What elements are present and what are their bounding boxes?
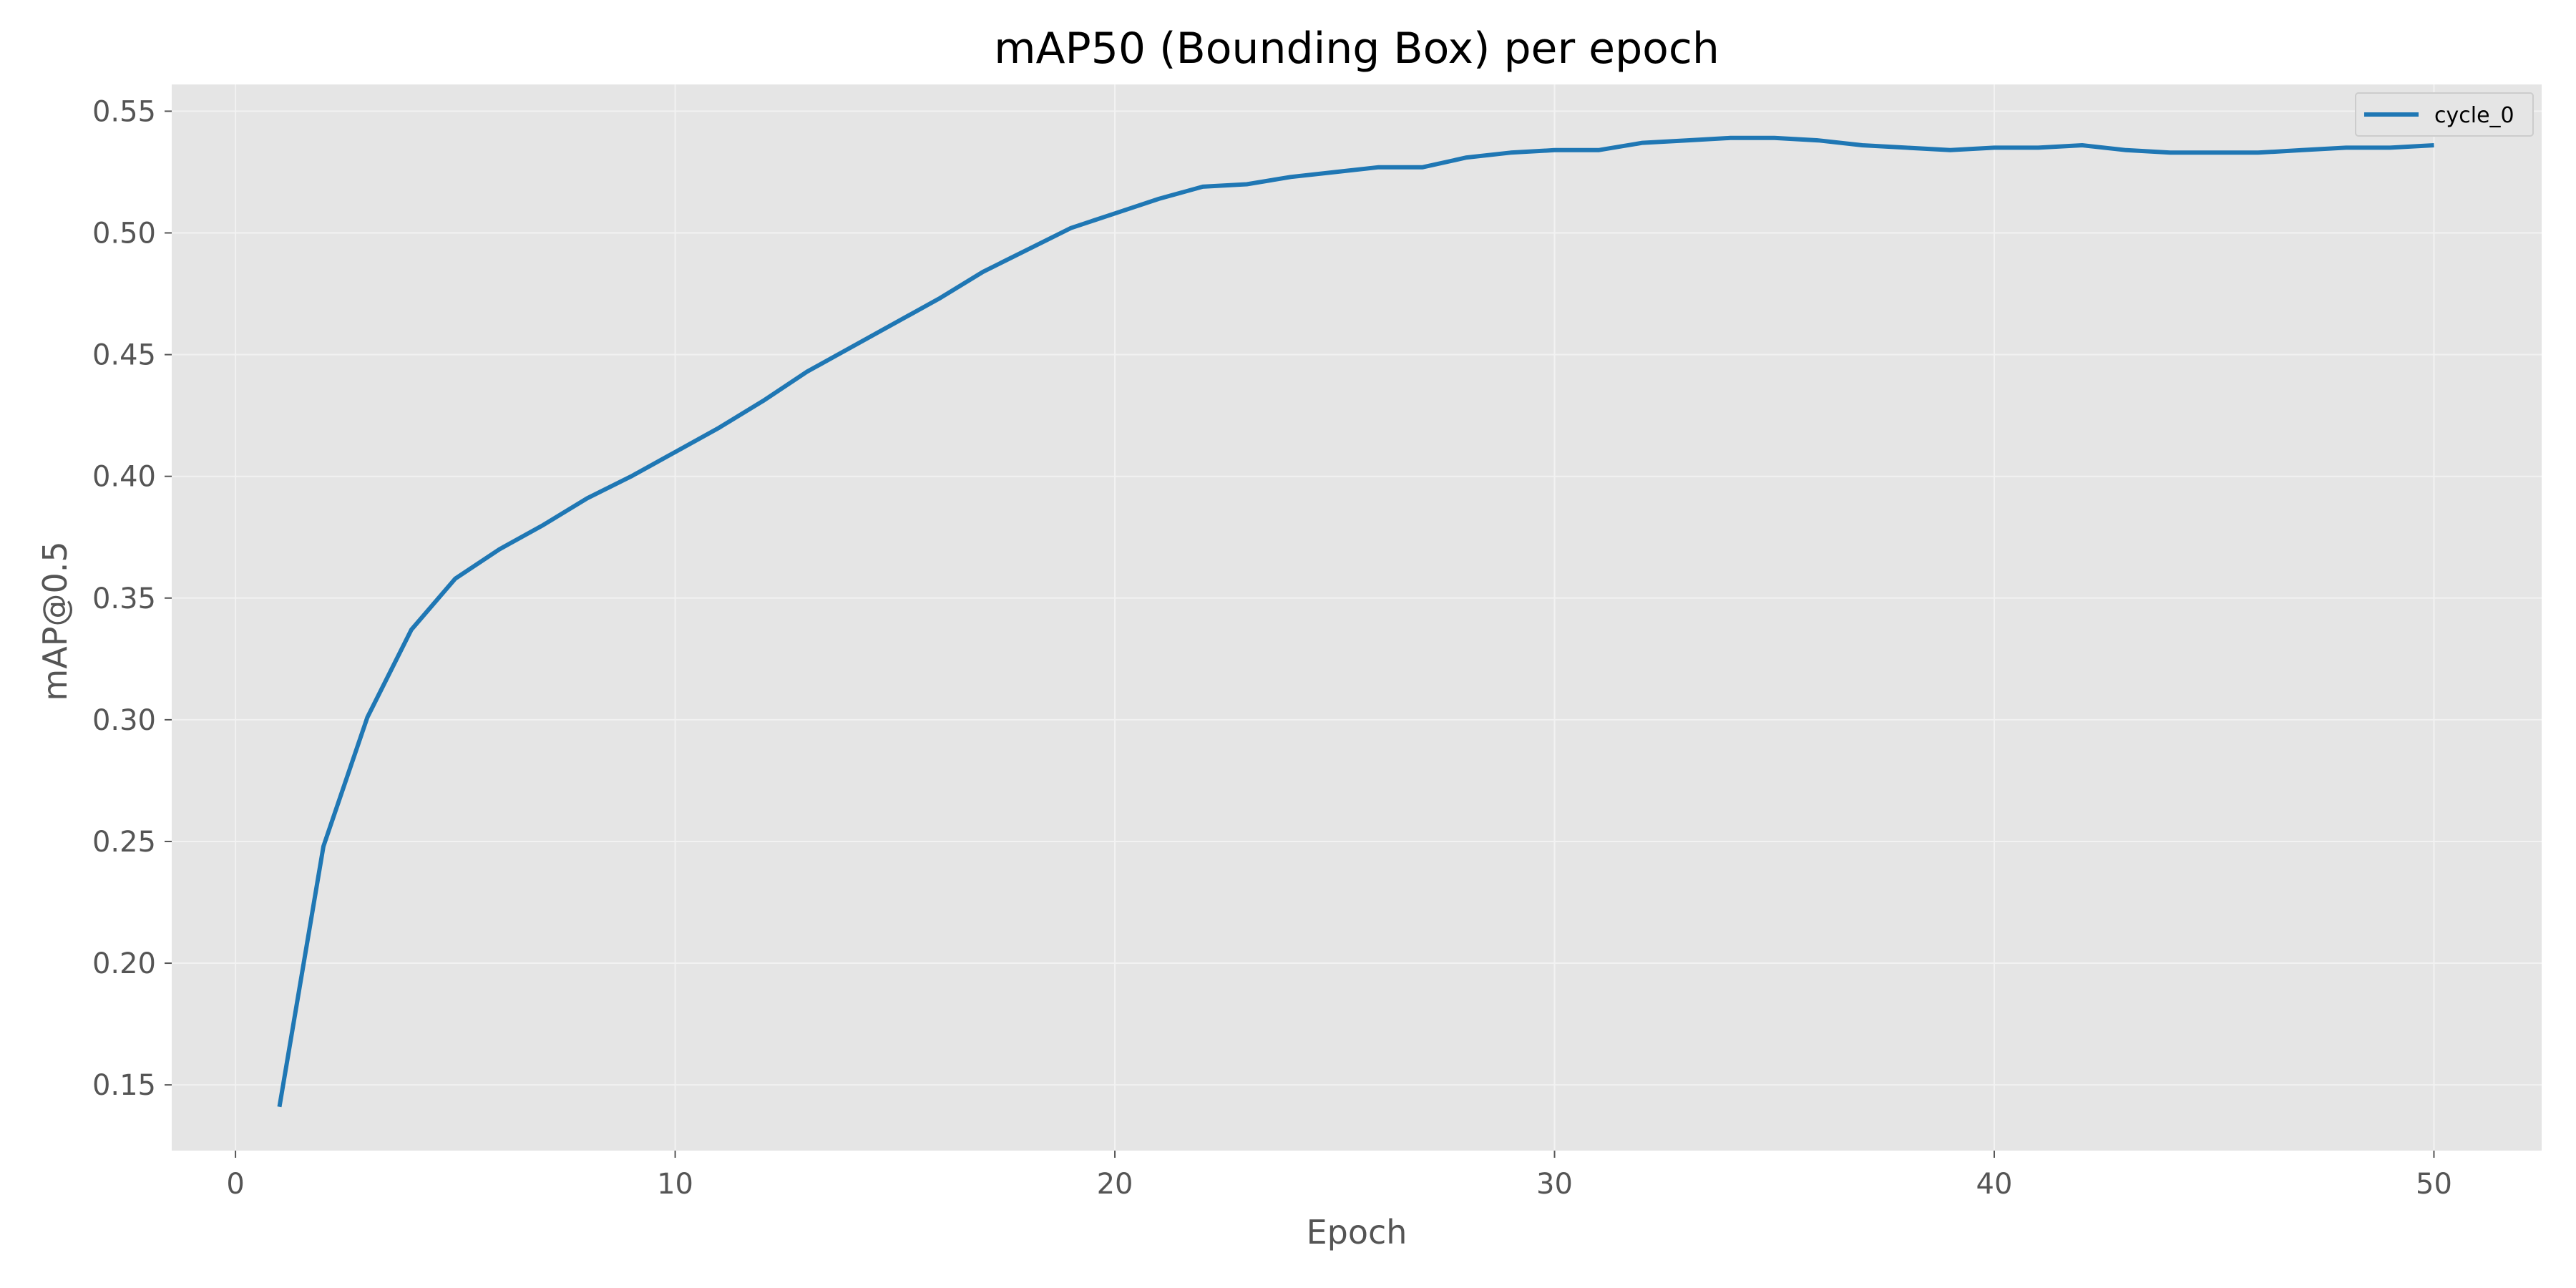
data-point	[937, 296, 941, 301]
data-point	[1553, 148, 1557, 152]
data-point	[278, 1105, 282, 1109]
y-tick-label: 0.40	[92, 461, 156, 494]
x-tick-label: 30	[1536, 1168, 1573, 1201]
data-point	[2124, 148, 2128, 152]
data-point	[1948, 148, 1953, 152]
data-point	[1289, 175, 1293, 179]
data-point	[1596, 148, 1601, 152]
data-point	[541, 523, 545, 527]
series-line-cycle-0	[277, 135, 2434, 1108]
data-point	[321, 844, 326, 849]
data-point	[1992, 145, 1996, 150]
data-point	[1069, 226, 1073, 230]
y-axis-label: mAP@0.5	[36, 541, 74, 701]
x-tick-label: 10	[657, 1168, 693, 1201]
data-point	[673, 450, 678, 454]
data-point	[2388, 145, 2392, 150]
data-point	[849, 345, 853, 349]
x-tick-label: 40	[1976, 1168, 2013, 1201]
data-point	[2212, 150, 2216, 155]
data-point	[1113, 211, 1117, 215]
series-layer	[277, 135, 2436, 1109]
y-tick-label: 0.30	[92, 704, 156, 737]
data-point	[1860, 143, 1865, 147]
data-point	[409, 628, 414, 632]
data-point	[365, 715, 369, 719]
data-point	[1640, 141, 1644, 145]
data-point	[805, 369, 809, 374]
legend-label-cycle-0: cycle_0	[2434, 103, 2514, 128]
data-point	[2256, 150, 2260, 155]
grid	[172, 84, 2542, 1151]
data-point	[1904, 145, 1908, 150]
data-point	[1156, 197, 1161, 201]
x-tick-label: 50	[2416, 1168, 2452, 1201]
x-axis-label: Epoch	[1307, 1213, 1407, 1252]
data-point	[2168, 150, 2172, 155]
data-point	[2080, 143, 2084, 147]
y-tick-label: 0.15	[92, 1069, 156, 1102]
data-point	[1377, 165, 1381, 170]
data-point	[893, 321, 897, 325]
data-point	[981, 270, 985, 274]
data-point	[1332, 170, 1337, 174]
data-point	[2036, 145, 2040, 150]
x-tick-label: 0	[226, 1168, 244, 1201]
y-tick-label: 0.25	[92, 826, 156, 859]
data-point	[2431, 143, 2436, 147]
data-point	[1025, 248, 1029, 252]
data-point	[453, 577, 457, 581]
axis-ticks: 0 10 20 30 40 50 0.15 0.20 0.25 0.30 0.35 0.40 0.45 0…	[92, 95, 2452, 1201]
y-tick-label: 0.45	[92, 339, 156, 372]
data-point	[629, 474, 633, 479]
y-tick-label: 0.20	[92, 947, 156, 980]
data-point	[1816, 138, 1820, 142]
data-point	[1772, 136, 1777, 140]
legend: cycle_0	[2355, 92, 2534, 137]
data-point	[1508, 150, 1513, 155]
data-point	[497, 547, 502, 552]
y-tick-label: 0.35	[92, 582, 156, 615]
data-point	[2300, 148, 2304, 152]
data-point	[761, 399, 765, 403]
chart-title: mAP50 (Bounding Box) per epoch	[994, 24, 1719, 74]
y-tick-label: 0.55	[92, 95, 156, 128]
data-point	[717, 426, 721, 430]
data-point	[1684, 138, 1689, 142]
data-point	[1465, 155, 1469, 160]
y-tick-label: 0.50	[92, 218, 156, 250]
data-point	[1244, 182, 1249, 186]
plot-area	[172, 84, 2542, 1151]
data-point	[2344, 145, 2348, 150]
data-point	[585, 496, 590, 500]
data-point	[1201, 185, 1205, 189]
data-point	[1420, 165, 1425, 170]
x-tick-label: 20	[1097, 1168, 1133, 1201]
legend-box	[2355, 92, 2534, 137]
data-point	[1728, 136, 1732, 140]
